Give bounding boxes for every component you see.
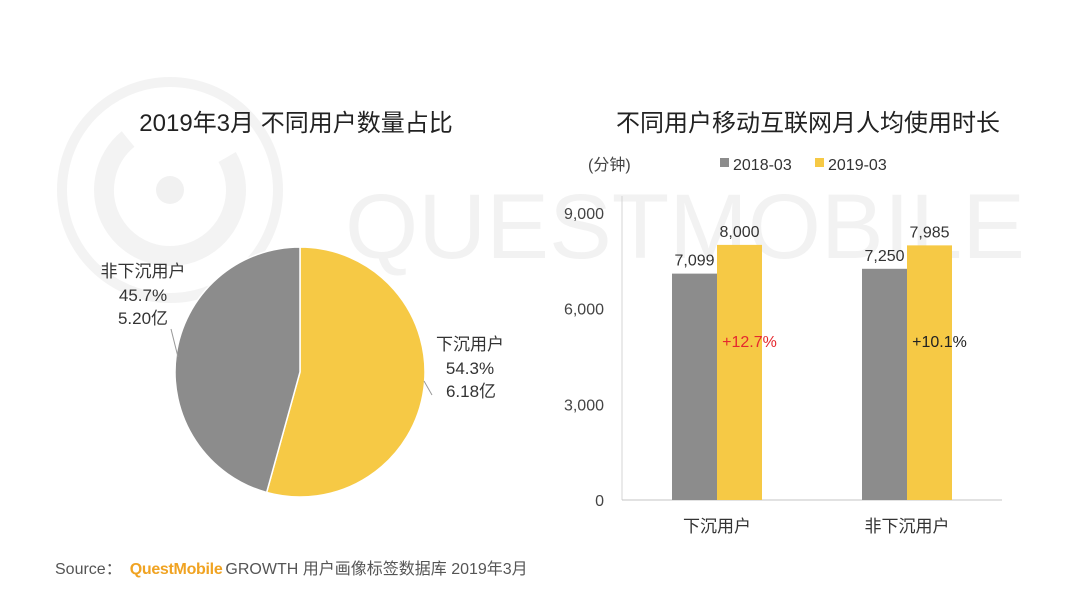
source-footer: Source： QuestMobile GROWTH 用户画像标签数据库 2019年… — [55, 555, 528, 579]
y-tick-label: 3,000 — [564, 397, 604, 414]
bar-value-label: 7,250 — [864, 248, 904, 265]
growth-annotation: +12.7% — [722, 334, 777, 351]
bar-value-label: 7,099 — [674, 253, 714, 270]
pie-chart: 2019年3月 不同用户数量占比 非下沉用户 45.7% 5.20亿 下沉用户 … — [101, 110, 504, 498]
y-tick-label: 6,000 — [564, 302, 604, 319]
slice-count: 6.18亿 — [446, 382, 496, 401]
pie-slice — [265, 246, 426, 498]
slice-count: 5.20亿 — [118, 309, 168, 328]
growth-annotation: +10.1% — [912, 334, 967, 351]
bar-chart-title: 不同用户移动互联网月人均使用时长 — [616, 110, 1000, 137]
bar-value-label: 8,000 — [719, 224, 759, 241]
legend-swatch — [720, 158, 729, 167]
pie-slice — [174, 246, 301, 494]
bar-value-label: 7,985 — [909, 224, 949, 241]
unit-label: (分钟) — [588, 156, 631, 174]
y-tick-label: 0 — [595, 493, 604, 510]
bar — [907, 245, 952, 500]
watermark-logo-dot — [156, 176, 184, 204]
bar — [717, 244, 762, 500]
category-label: 非下沉用户 — [865, 517, 950, 536]
bar-plot-area: 0 3,000 6,000 9,000 7,099 8,000 下沉用户 +12.7% 7,25… — [564, 196, 1002, 536]
slice-percent: 45.7% — [119, 286, 167, 305]
source-description: GROWTH 用户画像标签数据库 2019年3月 — [225, 561, 528, 578]
pie-label-non-sinking: 非下沉用户 45.7% 5.20亿 — [101, 262, 186, 328]
legend-label: 2018-03 — [733, 157, 792, 174]
pie-label-sinking: 下沉用户 54.3% 6.18亿 — [436, 335, 504, 401]
brand-name: QuestMobile — [129, 561, 223, 578]
legend-label: 2019-03 — [828, 157, 887, 174]
bar-chart: 不同用户移动互联网月人均使用时长 (分钟) 2018-03 2019-03 0 3… — [564, 110, 1002, 536]
pie-chart-title: 2019年3月 不同用户数量占比 — [139, 110, 452, 137]
bar — [862, 268, 907, 500]
slice-percent: 54.3% — [446, 359, 494, 378]
leader-line-sinking — [423, 380, 433, 396]
y-tick-label: 9,000 — [564, 206, 604, 223]
watermark: QUESTMOBILE — [57, 77, 1025, 303]
category-label: 下沉用户 — [683, 517, 751, 536]
leader-line-non-sinking — [170, 328, 179, 358]
bar — [672, 273, 717, 500]
slice-label: 下沉用户 — [436, 335, 504, 354]
legend: 2018-03 2019-03 — [720, 157, 887, 174]
pie-slices — [174, 246, 426, 498]
watermark-logo-arc — [94, 114, 246, 266]
source-label: Source： — [55, 561, 122, 578]
watermark-logo-ring — [57, 77, 283, 303]
slice-label: 非下沉用户 — [101, 262, 186, 281]
legend-swatch — [815, 158, 824, 167]
